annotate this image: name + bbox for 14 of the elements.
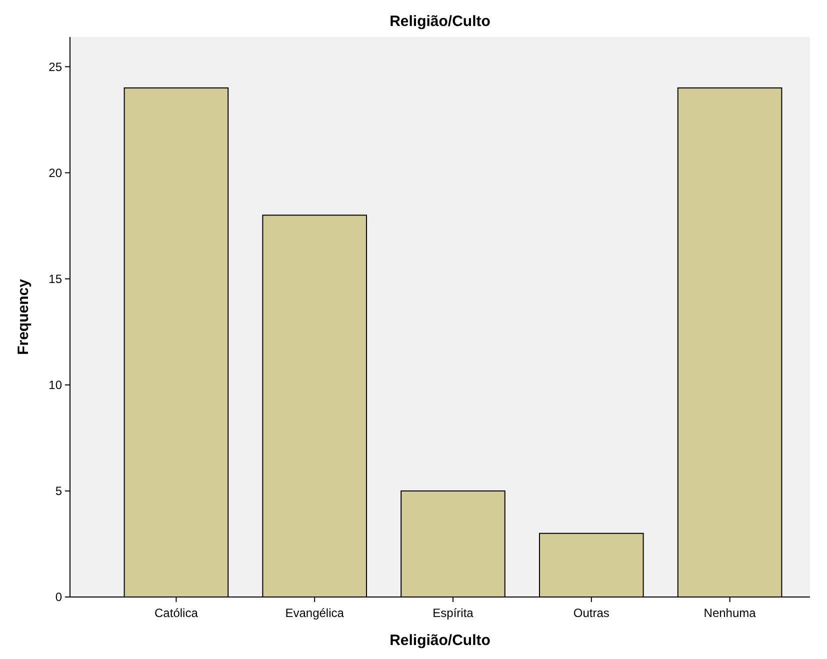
y-tick-label: 20 [48,166,62,180]
x-tick-label: Outras [573,606,610,620]
x-tick-label: Evangélica [285,606,344,620]
y-tick-label: 10 [48,378,62,392]
y-tick-label: 25 [48,60,62,74]
x-tick-label: Espírita [432,606,474,620]
x-tick-label: Católica [154,606,198,620]
x-tick-label: Nenhuma [704,606,756,620]
y-tick-label: 0 [55,590,62,604]
chart-title: Religião/Culto [390,13,490,30]
y-tick-label: 5 [55,484,62,498]
x-axis-title: Religião/Culto [390,632,490,649]
y-axis-title: Frequency [15,278,32,355]
y-tick-label: 15 [48,272,62,286]
